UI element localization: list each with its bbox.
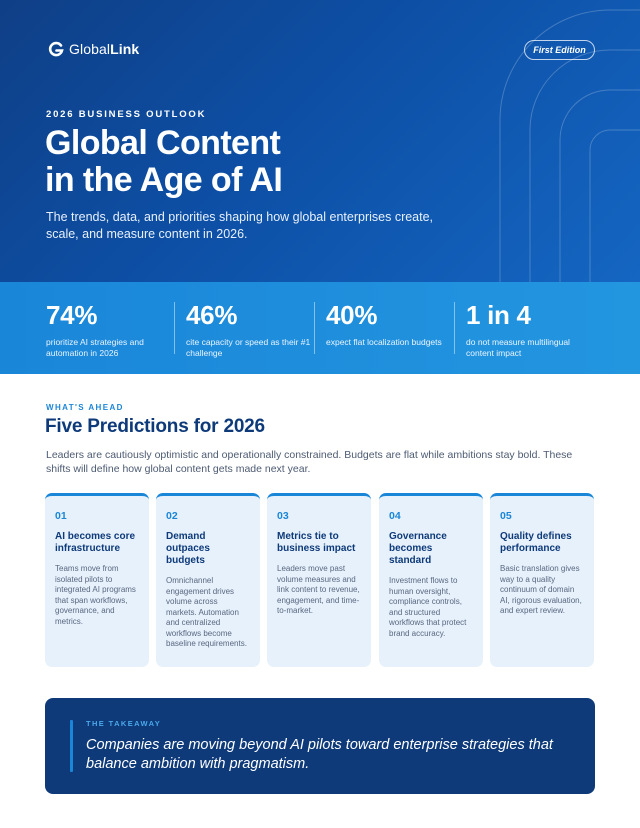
hero-banner: GlobalLink First Edition 2026 BUSINESS O…: [0, 0, 640, 282]
section-intro: Leaders are cautiously optimistic and op…: [46, 449, 573, 475]
stat-item: 1 in 4 do not measure multilingual conte…: [466, 300, 591, 360]
prediction-card: 01 AI becomes core infrastructure Teams …: [45, 493, 149, 667]
stats-band: 74% prioritize AI strategies and automat…: [0, 282, 640, 374]
stat-divider: [454, 302, 455, 354]
section-kicker: WHAT'S AHEAD: [46, 403, 124, 412]
prediction-card: 03 Metrics tie to business impact Leader…: [267, 493, 371, 667]
prediction-title: Demand outpaces budgets: [166, 531, 210, 566]
edition-badge: First Edition: [524, 40, 595, 60]
stat-value: 40%: [326, 300, 378, 330]
prediction-card: 04 Governance becomes standard Investmen…: [379, 493, 483, 667]
prediction-body: Leaders move past volume measures and li…: [277, 564, 360, 615]
stat-description: do not measure multilingual content impa…: [466, 337, 570, 358]
prediction-body: Basic translation gives way to a quality…: [500, 564, 582, 615]
prediction-number: 05: [500, 510, 512, 522]
prediction-title: Quality defines performance: [500, 531, 572, 554]
report-eyebrow: 2026 BUSINESS OUTLOOK: [46, 109, 207, 120]
prediction-title: AI becomes core infrastructure: [55, 531, 136, 554]
prediction-body: Omnichannel engagement drives volume acr…: [166, 576, 247, 648]
prediction-number: 01: [55, 510, 67, 522]
prediction-card: 02 Demand outpaces budgets Omnichannel e…: [156, 493, 260, 667]
stat-value: 74%: [46, 300, 98, 330]
globallink-g-icon: [48, 41, 64, 57]
stat-description: prioritize AI strategies and automation …: [46, 337, 144, 358]
prediction-body: Investment flows to human oversight, com…: [389, 576, 467, 638]
prediction-title: Governance becomes standard: [389, 531, 447, 566]
page-title: Global Content in the Age of AI: [45, 124, 283, 199]
stat-divider: [314, 302, 315, 354]
brand-name: GlobalLink: [69, 41, 140, 57]
prediction-body: Teams move from isolated pilots to integ…: [55, 564, 136, 626]
stat-item: 74% prioritize AI strategies and automat…: [46, 300, 171, 360]
stat-description: expect flat localization budgets: [326, 337, 442, 347]
stat-description: cite capacity or speed as their #1 chall…: [186, 337, 311, 358]
takeaway-callout: THE TAKEAWAY Companies are moving beyond…: [45, 698, 595, 794]
prediction-number: 03: [277, 510, 289, 522]
quote-accent-bar: [70, 720, 73, 772]
prediction-card: 05 Quality defines performance Basic tra…: [490, 493, 594, 667]
stat-divider: [174, 302, 175, 354]
stat-value: 46%: [186, 300, 238, 330]
hero-subtitle: The trends, data, and priorities shaping…: [46, 210, 434, 241]
takeaway-quote: Companies are moving beyond AI pilots to…: [86, 737, 553, 772]
takeaway-kicker: THE TAKEAWAY: [86, 719, 162, 728]
prediction-number: 04: [389, 510, 401, 522]
prediction-title: Metrics tie to business impact: [277, 531, 356, 554]
brand-logo: GlobalLink: [48, 40, 139, 58]
stat-item: 46% cite capacity or speed as their #1 c…: [186, 300, 311, 360]
section-title: Five Predictions for 2026: [45, 416, 265, 437]
stat-value: 1 in 4: [466, 300, 531, 330]
stat-item: 40% expect flat localization budgets: [326, 300, 451, 360]
prediction-number: 02: [166, 510, 178, 522]
